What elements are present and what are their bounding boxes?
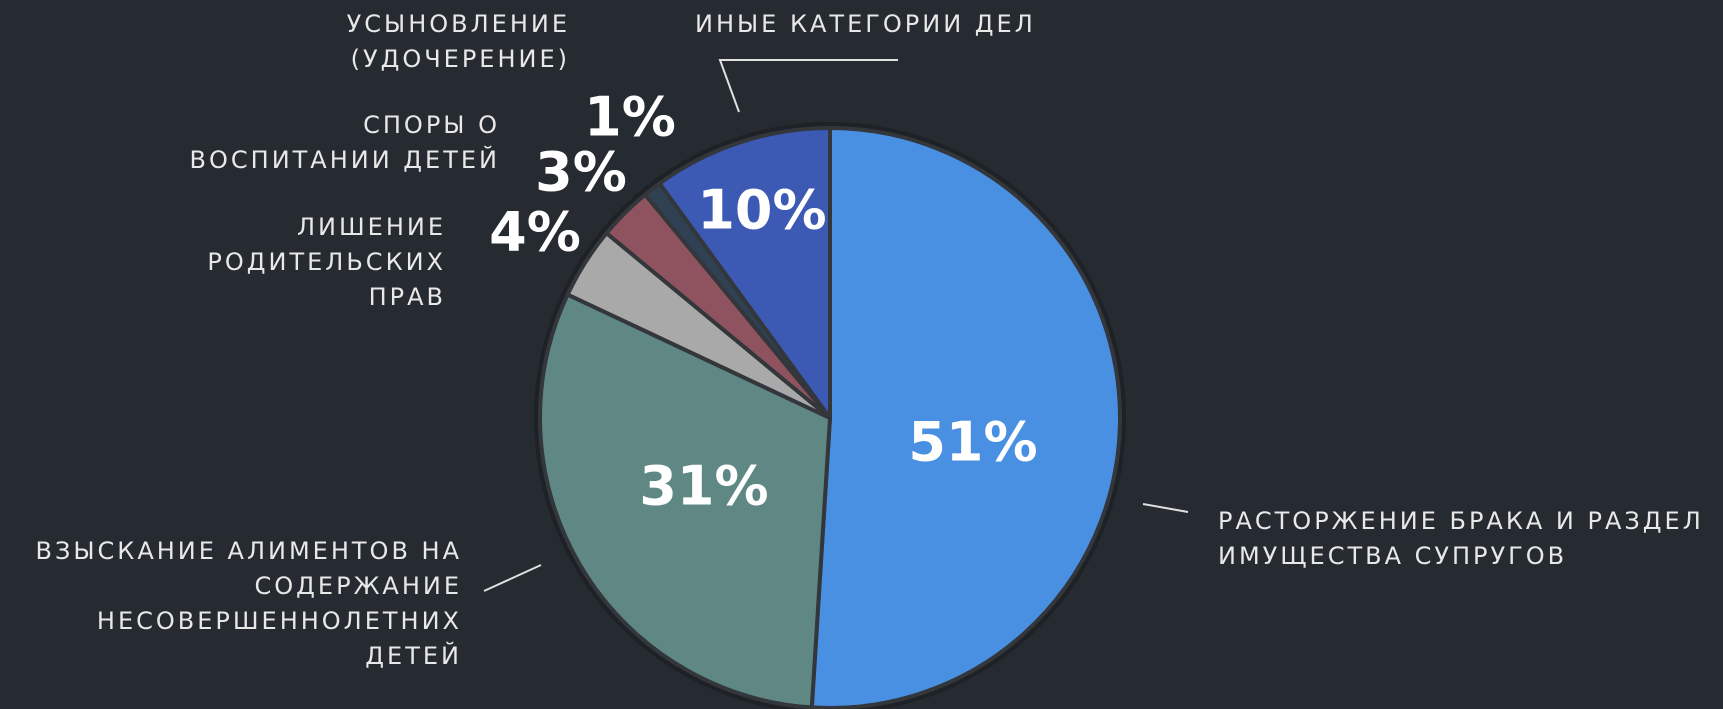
pie-slice: [657, 126, 832, 420]
category-label: СПОРЫ О ВОСПИТАНИИ ДЕТЕЙ: [189, 111, 500, 174]
value-label: 1%: [584, 86, 676, 149]
value-labels: 51% 31% 4%3%1% 10%: [489, 86, 1037, 518]
value-label: 31%: [639, 455, 768, 518]
value-label: 51%: [908, 411, 1037, 474]
value-label: 4%: [489, 201, 581, 264]
category-label: ИНЫЕ КАТЕГОРИИ ДЕЛ: [695, 10, 1036, 38]
pie-slice: [809, 126, 1122, 709]
value-label: 3%: [535, 141, 627, 204]
slices: [538, 126, 1122, 709]
leader-lines: [483, 59, 1189, 592]
leader-line: [483, 564, 542, 592]
value-label: 10%: [697, 179, 826, 242]
leader-line: [1142, 503, 1189, 513]
leader-line: [718, 59, 898, 113]
category-label: РАСТОРЖЕНИЕ БРАКА И РАЗДЕЛ ИМУЩЕСТВА СУП…: [1218, 507, 1704, 570]
pie-slice: [538, 292, 832, 709]
category-label: ВЗЫСКАНИЕ АЛИМЕНТОВ НА СОДЕРЖАНИЕ НЕСОВЕ…: [35, 537, 462, 670]
category-label: ЛИШЕНИЕ РОДИТЕЛЬСКИХ ПРАВ: [207, 213, 446, 311]
category-label: УСЫНОВЛЕНИЕ (УДОЧЕРЕНИЕ): [346, 10, 570, 73]
